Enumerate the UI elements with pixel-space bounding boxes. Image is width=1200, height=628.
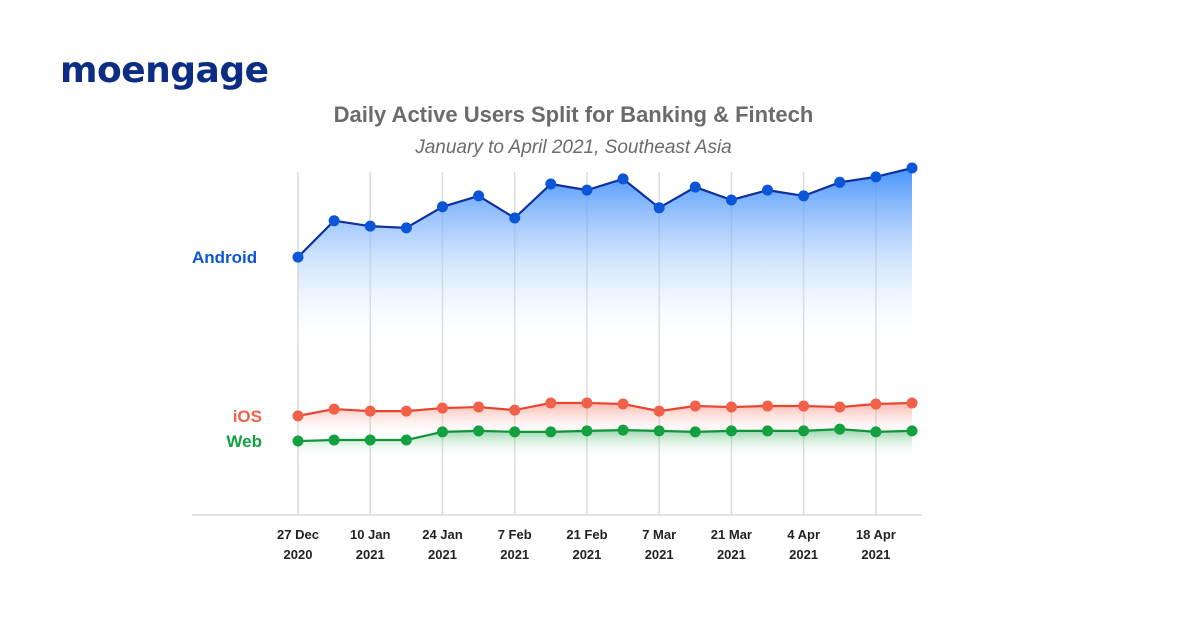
- data-point-android: [689, 181, 701, 193]
- data-point-android: [653, 202, 665, 214]
- data-point-web: [509, 426, 521, 438]
- data-point-android: [906, 162, 918, 174]
- data-point-ios: [762, 400, 774, 412]
- x-tick-label: 7 Feb: [498, 527, 532, 542]
- data-point-android: [834, 176, 846, 188]
- data-point-ios: [798, 400, 810, 412]
- series-line-web: [297, 428, 913, 443]
- data-point-android: [436, 201, 448, 213]
- data-point-android: [509, 212, 521, 224]
- data-point-web: [364, 434, 376, 446]
- x-tick-label: 4 Apr: [787, 527, 820, 542]
- area-android: [298, 168, 912, 353]
- data-point-android: [762, 184, 774, 196]
- data-point-ios: [689, 400, 701, 412]
- data-point-ios: [834, 401, 846, 413]
- data-point-android: [473, 190, 485, 202]
- x-tick-label-year: 2021: [861, 547, 890, 562]
- x-tick-label: 21 Mar: [711, 527, 752, 542]
- x-tick-label-year: 2021: [789, 547, 818, 562]
- data-point-android: [581, 184, 593, 196]
- data-point-web: [653, 425, 665, 437]
- data-point-ios: [473, 401, 485, 413]
- data-point-ios: [870, 398, 882, 410]
- data-point-web: [473, 425, 485, 437]
- data-point-ios: [400, 405, 412, 417]
- data-point-android: [725, 194, 737, 206]
- data-point-web: [436, 426, 448, 438]
- data-point-web: [545, 426, 557, 438]
- x-tick-label: 21 Feb: [566, 527, 607, 542]
- data-point-ios: [725, 401, 737, 413]
- x-tick-label-year: 2021: [572, 547, 601, 562]
- x-tick-label: 10 Jan: [350, 527, 391, 542]
- series-labels: Android iOS Web: [192, 248, 262, 451]
- x-tick-label-year: 2021: [356, 547, 385, 562]
- x-tick-label-year: 2020: [284, 547, 313, 562]
- x-tick-label-year: 2021: [645, 547, 674, 562]
- x-tick-label-year: 2021: [500, 547, 529, 562]
- data-point-web: [292, 435, 304, 447]
- series-label-ios: iOS: [233, 407, 262, 426]
- x-tick-label: 18 Apr: [856, 527, 896, 542]
- area-web: [298, 429, 912, 460]
- data-point-web: [870, 426, 882, 438]
- chart-subtitle: January to April 2021, Southeast Asia: [415, 137, 732, 158]
- data-point-ios: [328, 403, 340, 415]
- data-point-android: [364, 220, 376, 232]
- data-point-web: [798, 425, 810, 437]
- data-point-ios: [509, 404, 521, 416]
- data-point-android: [328, 215, 340, 227]
- series-lines: [297, 166, 913, 443]
- data-point-ios: [617, 398, 629, 410]
- area-ios: [298, 402, 912, 438]
- series-points: [292, 162, 918, 447]
- data-point-ios: [436, 402, 448, 414]
- data-point-android: [798, 190, 810, 202]
- data-point-ios: [364, 405, 376, 417]
- data-point-web: [906, 425, 918, 437]
- x-tick-label: 24 Jan: [422, 527, 463, 542]
- data-point-web: [689, 426, 701, 438]
- series-label-android: Android: [192, 248, 257, 267]
- data-point-web: [762, 425, 774, 437]
- x-tick-label-year: 2021: [428, 547, 457, 562]
- data-point-android: [400, 222, 412, 234]
- series-line-android: [297, 166, 913, 258]
- data-point-web: [617, 424, 629, 436]
- x-tick-label: 7 Mar: [642, 527, 676, 542]
- data-point-android: [617, 173, 629, 185]
- x-tick-label-year: 2021: [717, 547, 746, 562]
- data-point-web: [328, 434, 340, 446]
- data-point-ios: [653, 405, 665, 417]
- x-tick-label: 27 Dec: [277, 527, 319, 542]
- moengage-logo: moengage: [60, 50, 269, 91]
- chart-title: Daily Active Users Split for Banking & F…: [333, 102, 814, 127]
- data-point-web: [725, 425, 737, 437]
- data-point-ios: [906, 397, 918, 409]
- data-point-web: [834, 423, 846, 435]
- series-label-web: Web: [226, 432, 262, 451]
- series-areas: [298, 168, 912, 460]
- data-point-web: [400, 434, 412, 446]
- data-point-web: [581, 425, 593, 437]
- x-tick-labels: 27 Dec 2020 10 Jan 2021 24 Jan 2021 7 Feb 2021 2…: [277, 527, 896, 562]
- data-point-ios: [581, 397, 593, 409]
- data-point-ios: [292, 410, 304, 422]
- data-point-android: [545, 178, 557, 190]
- data-point-android: [292, 251, 304, 263]
- data-point-ios: [545, 397, 557, 409]
- data-point-android: [870, 171, 882, 183]
- series-line-ios: [297, 401, 913, 417]
